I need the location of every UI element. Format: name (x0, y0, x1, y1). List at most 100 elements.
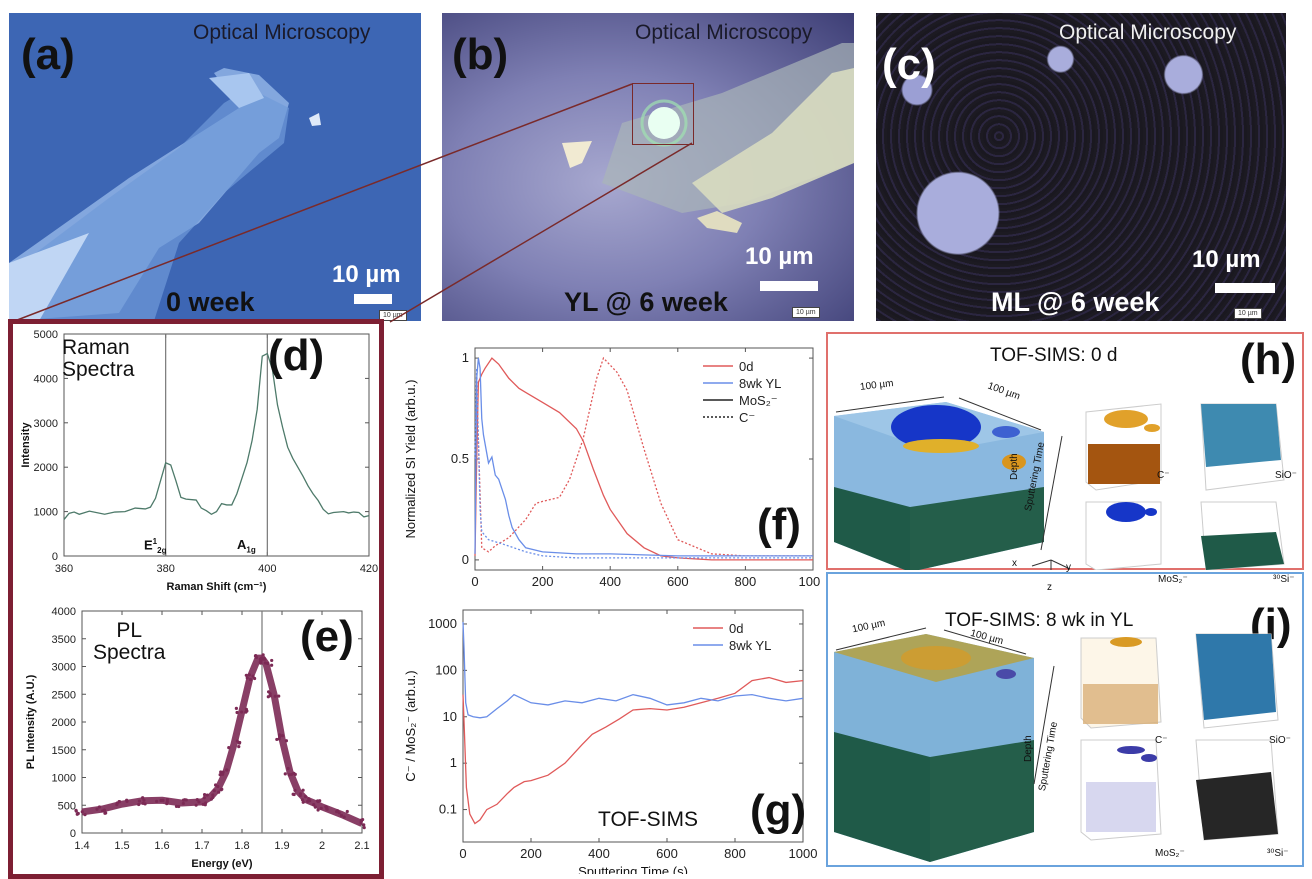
x-axis-label: Sputtering Time (s) (578, 864, 688, 874)
y-tick-label: 4000 (52, 606, 76, 618)
data-point (203, 793, 206, 796)
panel-label-e: (e) (300, 615, 354, 659)
y-tick-label: 0 (70, 828, 76, 840)
raman-title-line1: Raman (62, 337, 134, 359)
x-tick-label: 420 (360, 563, 378, 575)
legend-label: 8wk YL (739, 376, 781, 391)
x-tick-label: 1.4 (74, 840, 89, 852)
panel-label-d: (d) (268, 334, 324, 378)
panel-c-scale-bar-label: 10 µm (1192, 248, 1261, 272)
panel-label-g: (g) (750, 789, 806, 833)
series-line-1 (463, 622, 803, 718)
y-tick-label: 2000 (52, 717, 76, 729)
cube-sio-0d (1201, 404, 1284, 490)
y-tick-label: 3500 (52, 634, 76, 646)
species-label-c-0d: C⁻ (1157, 470, 1170, 481)
x-axis-label: Sputtering Time (s) (589, 592, 699, 593)
raman-title-line2: Spectra (62, 359, 134, 381)
panel-c-scale-tag: 10 µm (1234, 308, 1262, 319)
x-tick-label: 400 (258, 563, 276, 575)
tof-sims-annotation: TOF-SIMS (598, 808, 698, 832)
y-tick-label: 2500 (52, 689, 76, 701)
y-tick-label: 500 (58, 800, 76, 812)
y-tick-label: 10 (443, 709, 457, 724)
x-axis-label: Raman Shift (cm⁻¹) (167, 581, 267, 593)
x-tick-label: 1.9 (274, 840, 289, 852)
y-tick-label: 2000 (34, 462, 58, 474)
cube-c-0d (1086, 404, 1161, 490)
peak-label-a1g: A1g (237, 537, 256, 555)
pl-title-line2: Spectra (93, 642, 165, 664)
data-point (284, 772, 287, 775)
panel-label-c: (c) (882, 43, 936, 87)
data-point (362, 823, 365, 826)
panel-c-scale-bar (1215, 283, 1275, 293)
panel-c-condition: ML @ 6 week (991, 289, 1159, 316)
y-tick-label: 1000 (428, 616, 457, 631)
x-tick-label: 2.1 (354, 840, 369, 852)
tof-sims-0d-3d-volume (826, 332, 1304, 570)
normalized-yield-chart: 0 200 400 600 800 1000 0 0.5 1 Sputtering Time (s… (395, 335, 820, 593)
x-tick-label: 1000 (789, 846, 818, 861)
x-tick-label: 380 (156, 563, 174, 575)
panel-c-optical-image: (c) Optical Microscopy ML @ 6 week 10 µm… (876, 13, 1286, 321)
x-tick-label: 600 (656, 846, 678, 861)
data-point (270, 659, 273, 662)
cube-mos2-8wk (1081, 740, 1161, 840)
cube-c-8wk (1081, 637, 1161, 728)
species-label-sio-0d: SiO⁻ (1275, 470, 1297, 481)
y-axis-label: Normalized SI Yield (arb.u.) (403, 380, 418, 539)
x-axis-label: Energy (eV) (191, 858, 252, 870)
y-tick-label: 1000 (52, 773, 76, 785)
data-point (237, 745, 240, 748)
pl-inset-title: PL Spectra (93, 620, 165, 664)
legend-label: 8wk YL (729, 638, 771, 653)
y-tick-label: 4000 (34, 373, 58, 385)
x-tick-label: 1.5 (114, 840, 129, 852)
series-band (82, 658, 362, 823)
raman-inset-title: Raman Spectra (62, 337, 134, 381)
x-tick-label: 600 (667, 574, 689, 589)
x-tick-label: 800 (724, 846, 746, 861)
panel-h-depth-label: Depth (1009, 453, 1020, 480)
y-tick-label: 0 (52, 551, 58, 563)
panel-i-depth-label: Depth (1023, 735, 1034, 762)
x-tick-label: 1.8 (234, 840, 249, 852)
data-point (270, 664, 273, 667)
cube-mos2-0d (1086, 502, 1161, 570)
x-tick-label: 2 (319, 840, 325, 852)
legend-label: 0d (739, 359, 753, 374)
y-tick-label: 0.1 (439, 802, 457, 817)
y-tick-label: 1000 (34, 507, 58, 519)
legend-label: 0d (729, 621, 743, 636)
panel-h-axis-x: x (1012, 558, 1017, 569)
species-label-c-8wk: C⁻ (1155, 735, 1168, 746)
x-tick-label: 400 (599, 574, 621, 589)
y-axis-label: PL Intensity (A.U.) (25, 674, 37, 769)
peak-label-e2g: E12g (144, 537, 166, 555)
y-axis-label: Intensity (20, 422, 32, 468)
y-tick-label: 1 (462, 350, 469, 365)
panel-c-title: Optical Microscopy (1059, 22, 1236, 43)
x-tick-label: 400 (588, 846, 610, 861)
y-axis-label: C⁻ / MoS₂⁻ (arb.u.) (403, 670, 418, 781)
y-tick-label: 1500 (52, 745, 76, 757)
y-tick-label: 0.5 (451, 451, 469, 466)
data-point (76, 813, 79, 816)
pl-title-line1: PL (93, 620, 165, 642)
data-point (363, 826, 366, 829)
x-tick-label: 200 (520, 846, 542, 861)
x-tick-label: 1.6 (154, 840, 169, 852)
y-tick-label: 3000 (34, 418, 58, 430)
data-point (292, 793, 295, 796)
legend-label: MoS₂⁻ (739, 393, 778, 408)
data-point (267, 695, 270, 698)
x-tick-label: 0 (471, 574, 478, 589)
panel-label-f: (f) (757, 503, 801, 547)
y-tick-label: 5000 (34, 329, 58, 341)
x-tick-label: 360 (55, 563, 73, 575)
y-tick-label: 100 (435, 662, 457, 677)
data-point (235, 707, 238, 710)
x-tick-label: 200 (532, 574, 554, 589)
x-tick-label: 1000 (799, 574, 820, 589)
